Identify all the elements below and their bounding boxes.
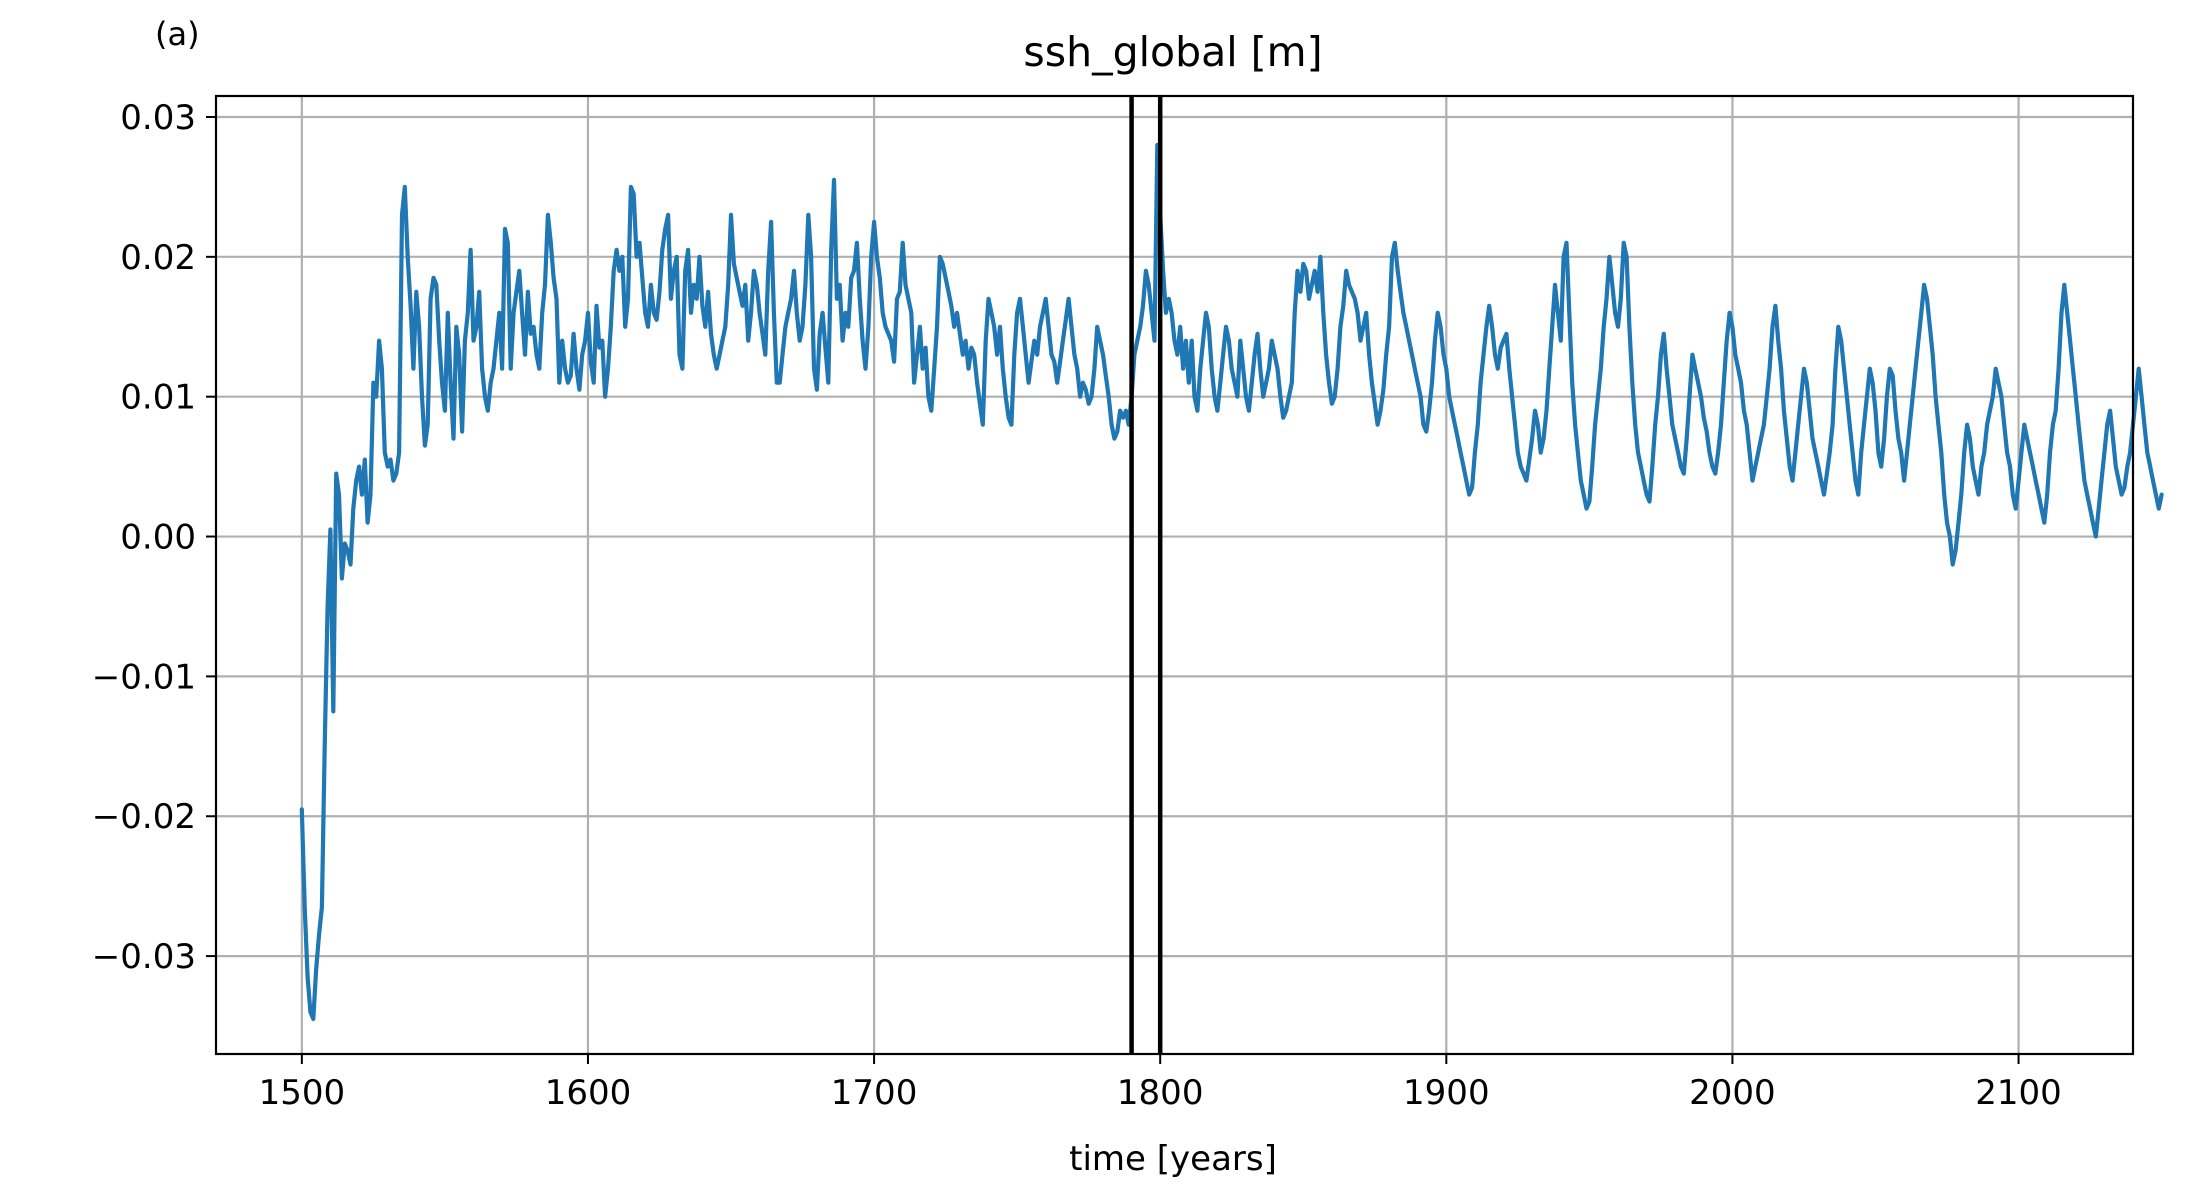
panel-label: (a) <box>155 15 200 53</box>
x-tick-label: 1500 <box>259 1073 346 1113</box>
axis-ticks: 1500 1600 1700 1800 1900 2000 2100 0.03 0.02 0.01… <box>92 98 2062 1113</box>
x-tick-label: 1700 <box>831 1073 918 1113</box>
y-tick-label: 0.02 <box>120 238 196 278</box>
vertical-markers <box>1129 96 1163 1054</box>
x-tick-label: 1800 <box>1117 1073 1204 1113</box>
grid <box>216 96 2133 1054</box>
x-tick-label: 2100 <box>1975 1073 2062 1113</box>
y-tick-label: 0.01 <box>120 378 196 418</box>
y-tick-label: −0.03 <box>92 937 196 977</box>
series-line <box>299 142 2164 1022</box>
y-tick-label: 0.03 <box>120 98 196 138</box>
x-tick-label: 1600 <box>545 1073 632 1113</box>
x-axis-label: time [years] <box>1069 1139 1277 1179</box>
chart-title: ssh_global [m] <box>1023 28 1322 76</box>
x-tick-label: 1900 <box>1403 1073 1490 1113</box>
plot-frame <box>214 94 2135 1056</box>
series-layer <box>299 142 2164 1022</box>
x-tick-label: 2000 <box>1689 1073 1776 1113</box>
y-tick-label: 0.00 <box>120 518 196 558</box>
y-tick-label: −0.02 <box>92 797 196 837</box>
y-tick-label: −0.01 <box>92 657 196 697</box>
